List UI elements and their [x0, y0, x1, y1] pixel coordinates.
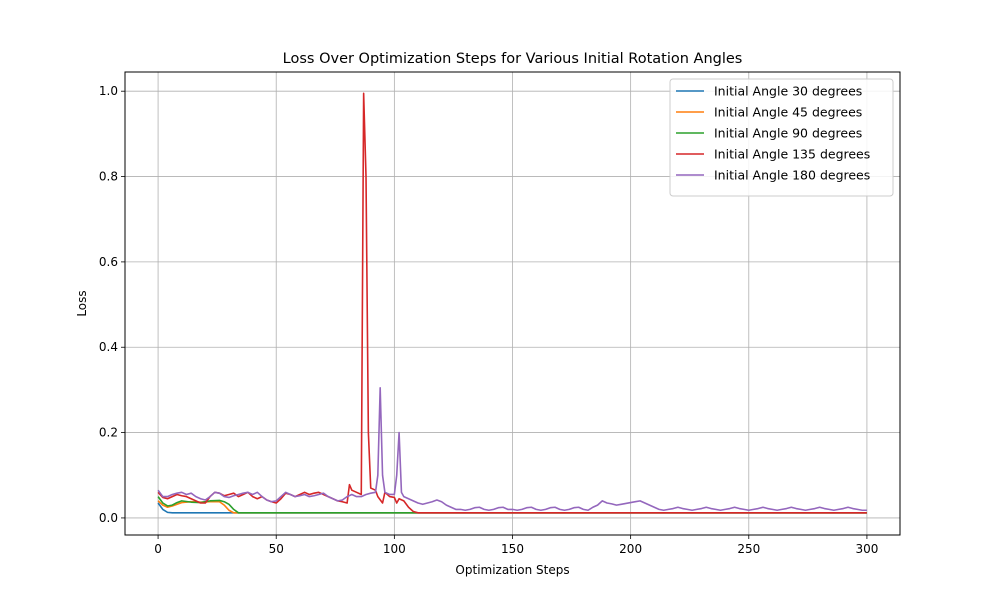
legend: Initial Angle 30 degrees Initial Angle 45… — [669, 78, 894, 197]
x-tick-label: 0 — [154, 542, 162, 556]
legend-entry-label: Initial Angle 135 degrees — [714, 147, 870, 162]
y-tick-label: 0.2 — [99, 426, 118, 440]
x-tick-label: 150 — [501, 542, 524, 556]
legend-entry-label: Initial Angle 45 degrees — [714, 105, 862, 120]
legend-box — [669, 78, 894, 197]
x-axis-label: Optimization Steps — [455, 563, 569, 577]
legend-entry-label: Initial Angle 90 degrees — [714, 126, 862, 141]
x-tick-label: 300 — [855, 542, 878, 556]
y-axis-label: Loss — [75, 290, 89, 316]
x-tick-label: 100 — [383, 542, 406, 556]
y-tick-label: 0.8 — [99, 170, 118, 184]
series-line-4 — [157, 92, 867, 514]
x-tick-label: 50 — [269, 542, 284, 556]
legend-entry-label: Initial Angle 30 degrees — [714, 84, 862, 99]
grid — [125, 72, 900, 535]
legend-entry-label: Initial Angle 180 degrees — [714, 168, 870, 183]
x-tick-label: 200 — [619, 542, 642, 556]
series-lines — [157, 92, 867, 514]
chart-title: Loss Over Optimization Steps for Various… — [283, 51, 743, 67]
y-tick-label: 1.0 — [99, 84, 118, 98]
series-line-5 — [157, 386, 867, 512]
y-tick-label: 0.0 — [99, 511, 118, 525]
x-tick-label: 250 — [737, 542, 760, 556]
y-tick-label: 0.4 — [99, 340, 118, 354]
y-tick-label: 0.6 — [99, 255, 118, 269]
axis-ticks: 0 50 100 150 200 250 300 0.0 0.2 0.4 0.6 0.8 1.0 — [99, 84, 878, 556]
